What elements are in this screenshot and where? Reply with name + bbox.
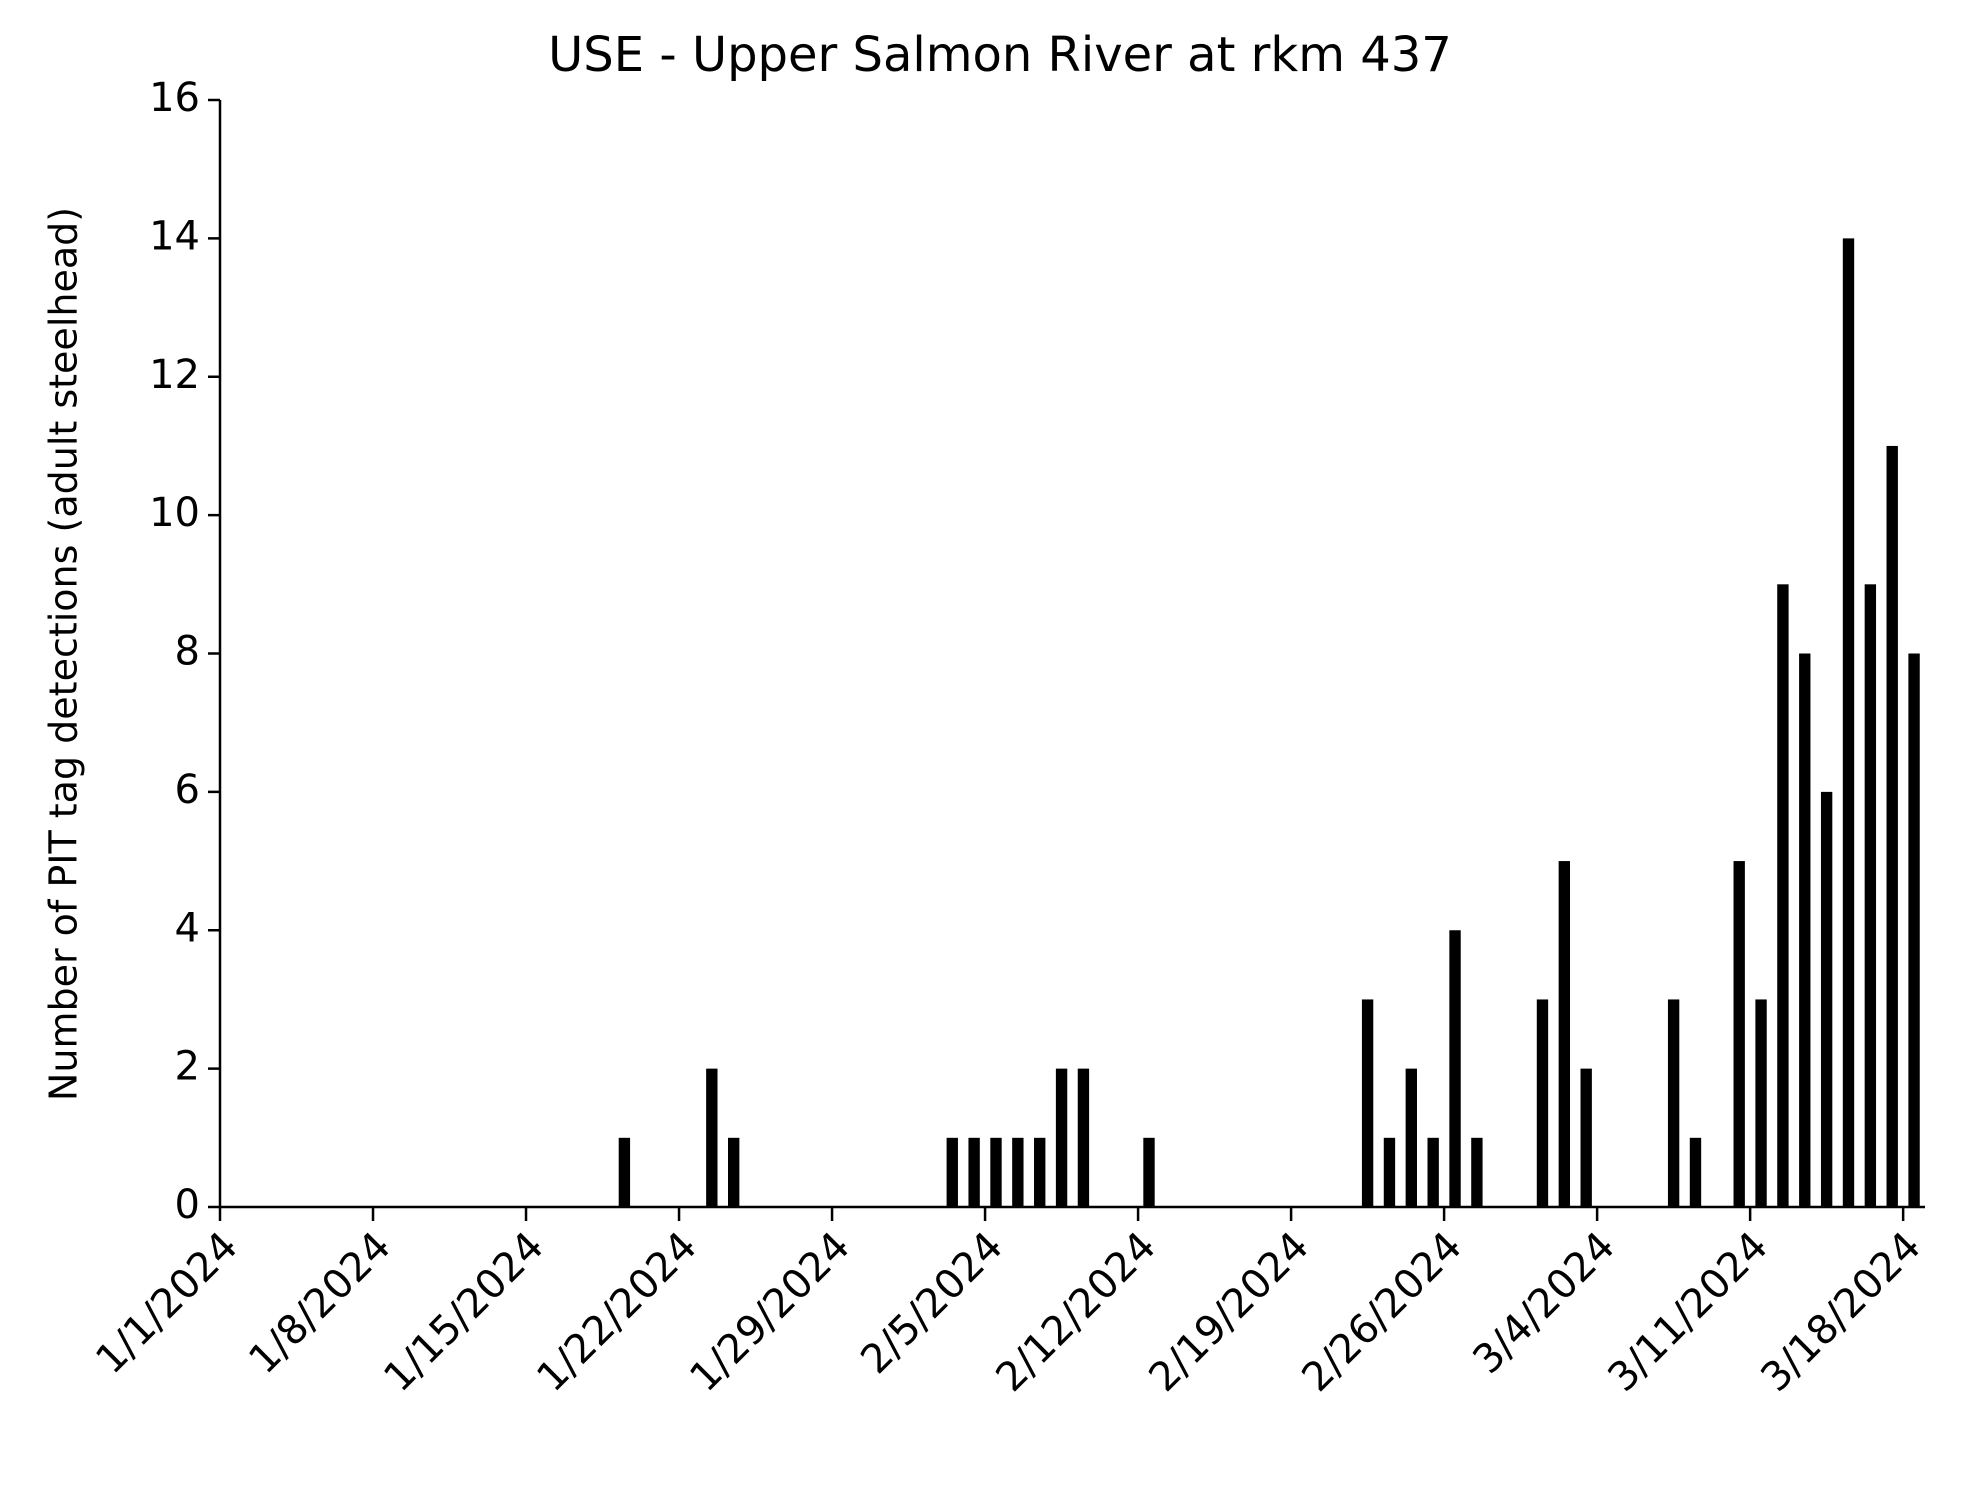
y-tick-label: 14: [149, 213, 200, 259]
bar: [1842, 238, 1855, 1207]
bar: [1034, 1137, 1046, 1207]
bar: [706, 1068, 718, 1207]
bar: [1799, 653, 1811, 1207]
y-tick-label: 12: [149, 352, 200, 398]
bar: [1733, 861, 1745, 1207]
bar: [1689, 1137, 1702, 1207]
bar: [1143, 1137, 1155, 1207]
bar: [728, 1137, 740, 1207]
bar: [1580, 1068, 1592, 1207]
x-tick-label: 3/11/2024: [1599, 1223, 1777, 1401]
bar: [1755, 999, 1767, 1207]
y-axis-label: Number of PIT tag detections (adult stee…: [42, 207, 86, 1101]
y-tick-label: 6: [175, 767, 200, 813]
x-tick-label: 3/18/2024: [1752, 1223, 1930, 1401]
bar: [1558, 861, 1571, 1207]
bar: [1536, 999, 1549, 1207]
y-tick-label: 2: [175, 1044, 200, 1090]
bar: [1383, 1137, 1396, 1207]
x-tick-label: 1/15/2024: [375, 1223, 553, 1401]
bar: [1820, 791, 1833, 1207]
x-tick-label: 1/8/2024: [240, 1223, 400, 1383]
x-tick-label: 2/5/2024: [852, 1223, 1012, 1383]
bar: [1361, 999, 1374, 1207]
x-tick-label: 2/12/2024: [987, 1223, 1165, 1401]
bar: [1908, 653, 1920, 1207]
bar: [990, 1137, 1002, 1207]
y-tick-label: 8: [175, 629, 200, 675]
y-tick-label: 10: [149, 490, 200, 536]
bar: [968, 1137, 980, 1207]
x-tick-label: 1/29/2024: [681, 1223, 859, 1401]
x-tick-label: 1/22/2024: [528, 1223, 706, 1401]
x-tick-label: 2/19/2024: [1140, 1223, 1318, 1401]
bar: [618, 1137, 631, 1207]
bar: [1427, 1137, 1439, 1207]
y-tick-label: 4: [175, 905, 200, 951]
y-tick-label: 0: [175, 1182, 200, 1228]
y-tick-label: 16: [149, 75, 200, 121]
bar: [946, 1137, 958, 1207]
chart-title: USE - Upper Salmon River at rkm 437: [548, 27, 1452, 83]
bar: [1471, 1137, 1483, 1207]
x-tick-label: 2/26/2024: [1293, 1223, 1471, 1401]
bar: [1777, 584, 1789, 1207]
bar: [1405, 1068, 1417, 1207]
bar: [1449, 930, 1461, 1207]
bar: [1667, 999, 1680, 1207]
bar: [1886, 445, 1898, 1207]
x-tick-label: 3/4/2024: [1464, 1223, 1624, 1383]
bar: [1077, 1068, 1090, 1207]
bar: [1012, 1137, 1024, 1207]
bar: [1055, 1068, 1068, 1207]
bar: [1864, 584, 1877, 1207]
x-tick-label: 1/1/2024: [87, 1223, 247, 1383]
